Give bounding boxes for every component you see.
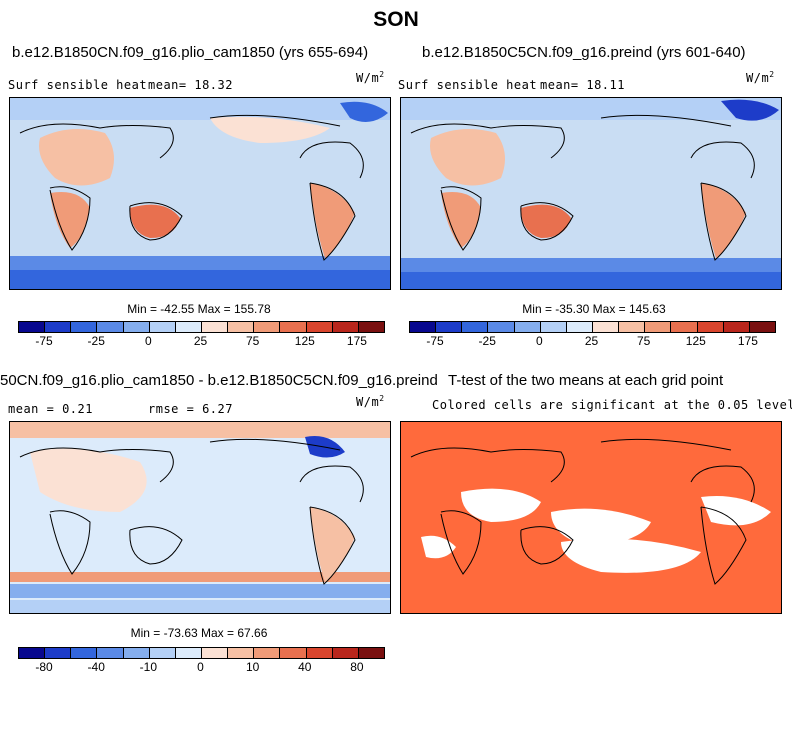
- colorbar-tick-label: 0: [145, 334, 152, 348]
- colorbar-swatch: [697, 322, 724, 332]
- colorbar-swatch: [358, 322, 384, 332]
- panel-2-mean: mean= 18.11: [540, 78, 625, 92]
- colorbar-swatch: [71, 648, 98, 658]
- panel-1-units: W/m2: [356, 70, 385, 85]
- colorbar-tick-label: 10: [245, 660, 260, 674]
- colorbar-swatch: [97, 648, 124, 658]
- colorbar-swatch: [175, 648, 202, 658]
- colorbar-tick-label: 125: [294, 334, 315, 348]
- colorbar-tick-label: -40: [87, 660, 105, 674]
- panel-3-minmax: Min = -73.63 Max = 67.66: [130, 626, 268, 640]
- panel-2-case-title: b.e12.B1850C5CN.f09_g16.preind (yrs 601-…: [422, 44, 746, 61]
- colorbar-swatch: [514, 322, 541, 332]
- colorbar-swatch: [201, 648, 229, 658]
- colorbar-swatch: [45, 322, 72, 332]
- panel-1-colorbar: [18, 321, 385, 333]
- panel-1-variable: Surf sensible heat: [8, 78, 148, 92]
- panel-4-subtitle: Colored cells are significant at the 0.0…: [432, 398, 792, 412]
- colorbar-swatch: [123, 322, 150, 332]
- colorbar-swatch: [19, 322, 46, 332]
- colorbar-swatch: [149, 648, 176, 658]
- colorbar-tick-label: -75: [35, 334, 53, 348]
- colorbar-tick-label: -75: [426, 334, 444, 348]
- colorbar-swatch: [254, 648, 281, 658]
- colorbar-swatch: [645, 322, 672, 332]
- colorbar-swatch: [280, 322, 307, 332]
- colorbar-swatch: [97, 322, 124, 332]
- colorbar-swatch: [280, 648, 307, 658]
- figure-title: SON: [373, 8, 419, 31]
- colorbar-tick-label: 175: [737, 334, 758, 348]
- panel-1-map: [9, 97, 391, 290]
- colorbar-swatch: [175, 322, 202, 332]
- colorbar-swatch: [723, 322, 750, 332]
- colorbar-tick-label: 40: [298, 660, 312, 674]
- colorbar-swatch: [332, 648, 359, 658]
- colorbar-swatch: [228, 322, 255, 332]
- colorbar-swatch: [671, 322, 698, 332]
- colorbar-tick-label: 75: [636, 334, 651, 348]
- colorbar-swatch: [358, 648, 384, 658]
- panel-2-minmax: Min = -35.30 Max = 145.63: [522, 302, 666, 316]
- panel-4-case-title: T-test of the two means at each grid poi…: [448, 372, 724, 389]
- colorbar-swatch: [540, 322, 567, 332]
- colorbar-swatch: [566, 322, 593, 332]
- colorbar-swatch: [45, 648, 72, 658]
- colorbar-tick-label: 0: [536, 334, 543, 348]
- panel-2-colorbar: [409, 321, 776, 333]
- panel-4-map: [400, 421, 782, 614]
- panel-3-units: W/m2: [356, 394, 385, 409]
- colorbar-swatch: [149, 322, 176, 332]
- colorbar-swatch: [592, 322, 620, 332]
- colorbar-tick-label: -25: [478, 334, 496, 348]
- colorbar-swatch: [123, 648, 150, 658]
- colorbar-swatch: [410, 322, 437, 332]
- colorbar-tick-label: -25: [87, 334, 105, 348]
- colorbar-swatch: [71, 322, 98, 332]
- colorbar-swatch: [332, 322, 359, 332]
- colorbar-swatch: [462, 322, 489, 332]
- colorbar-swatch: [306, 648, 333, 658]
- colorbar-tick-label: 25: [193, 334, 208, 348]
- colorbar-swatch: [19, 648, 46, 658]
- colorbar-tick-label: 80: [350, 660, 364, 674]
- colorbar-swatch: [488, 322, 515, 332]
- panel-2-variable: Surf sensible heat: [398, 78, 538, 92]
- panel-3-colorbar: [18, 647, 385, 659]
- colorbar-swatch: [619, 322, 646, 332]
- panel-2-map: [400, 97, 782, 290]
- panel-1-case-title: b.e12.B1850CN.f09_g16.plio_cam1850 (yrs …: [12, 44, 369, 61]
- colorbar-swatch: [254, 322, 281, 332]
- colorbar-tick-label: 125: [685, 334, 706, 348]
- colorbar-swatch: [749, 322, 775, 332]
- colorbar-tick-label: -80: [35, 660, 53, 674]
- colorbar-swatch: [436, 322, 463, 332]
- colorbar-swatch: [306, 322, 333, 332]
- colorbar-tick-label: 75: [245, 334, 260, 348]
- colorbar-swatch: [201, 322, 229, 332]
- panel-3-map: [9, 421, 391, 614]
- colorbar-tick-label: 0: [197, 660, 204, 674]
- colorbar-tick-label: -10: [139, 660, 158, 674]
- panel-1-mean: mean= 18.32: [148, 78, 233, 92]
- panel-3-case-title: 50CN.f09_g16.plio_cam1850 - b.e12.B1850C…: [0, 372, 438, 389]
- panel-3-rmse: rmse = 6.27: [148, 402, 233, 416]
- colorbar-swatch: [228, 648, 255, 658]
- colorbar-tick-label: 175: [346, 334, 367, 348]
- panel-1-minmax: Min = -42.55 Max = 155.78: [127, 302, 271, 316]
- colorbar-tick-label: 25: [584, 334, 599, 348]
- panel-3-mean: mean = 0.21: [8, 402, 93, 416]
- panel-2-units: W/m2: [746, 70, 775, 85]
